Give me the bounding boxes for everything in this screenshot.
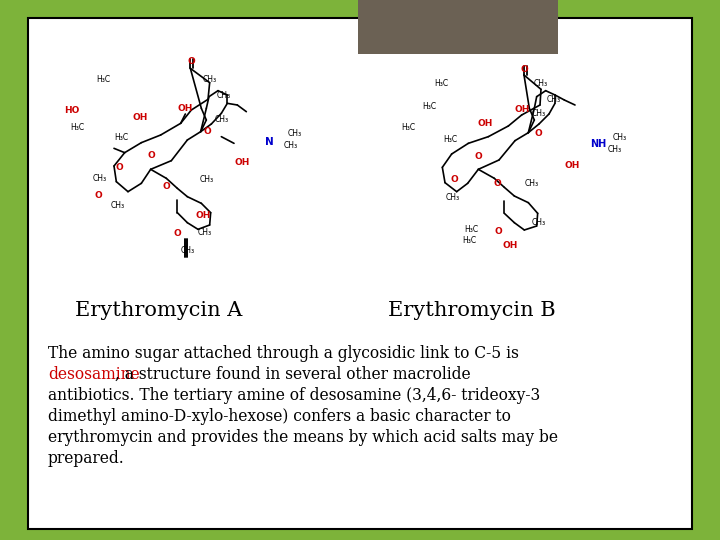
Text: CH₃: CH₃ <box>199 175 213 184</box>
Text: O: O <box>163 182 170 191</box>
Text: CH₃: CH₃ <box>180 246 194 255</box>
Text: OH: OH <box>478 119 493 129</box>
Text: O: O <box>148 151 156 159</box>
Text: CH₃: CH₃ <box>531 218 545 227</box>
Text: H₃C: H₃C <box>114 133 128 142</box>
Text: OH: OH <box>195 211 211 219</box>
FancyBboxPatch shape <box>358 0 558 54</box>
Text: CH₃: CH₃ <box>215 116 229 125</box>
Text: N: N <box>265 137 274 147</box>
Text: antibiotics. The tertiary amine of desosamine (3,4,6- trideoxy-3: antibiotics. The tertiary amine of desos… <box>48 387 540 404</box>
Text: CH₃: CH₃ <box>287 130 302 138</box>
Text: Erythromycin A: Erythromycin A <box>75 300 243 320</box>
Text: CH₃: CH₃ <box>531 110 545 118</box>
Text: O: O <box>94 192 102 200</box>
Text: O: O <box>116 163 124 172</box>
Text: O: O <box>187 57 195 66</box>
Text: CH₃: CH₃ <box>197 228 212 237</box>
Text: H₃C: H₃C <box>401 124 415 132</box>
Text: O: O <box>521 65 528 74</box>
Text: CH₃: CH₃ <box>445 193 459 202</box>
Text: H₃C: H₃C <box>462 236 476 245</box>
Text: H₃C: H₃C <box>71 123 84 132</box>
Text: O: O <box>494 179 502 188</box>
Text: OH: OH <box>133 113 148 122</box>
Text: The amino sugar attached through a glycosidic link to C-5 is: The amino sugar attached through a glyco… <box>48 345 519 362</box>
Text: CH₃: CH₃ <box>111 201 125 210</box>
Text: Erythromycin B: Erythromycin B <box>388 300 556 320</box>
Text: CH₃: CH₃ <box>525 179 539 188</box>
Text: H₃C: H₃C <box>464 225 479 234</box>
Text: O: O <box>534 130 542 138</box>
Text: CH₃: CH₃ <box>284 141 298 151</box>
Text: OH: OH <box>235 158 250 167</box>
Text: desosamine: desosamine <box>48 366 140 383</box>
Text: prepared.: prepared. <box>48 450 125 467</box>
Text: OH: OH <box>564 160 580 170</box>
Text: CH₃: CH₃ <box>546 95 560 104</box>
Text: H₃C: H₃C <box>443 136 457 145</box>
Text: O: O <box>204 127 211 136</box>
Text: H₃C: H₃C <box>435 79 449 89</box>
Text: dimethyl amino-D-xylo-hexose) confers a basic character to: dimethyl amino-D-xylo-hexose) confers a … <box>48 408 511 425</box>
Text: CH₃: CH₃ <box>217 91 231 100</box>
FancyBboxPatch shape <box>28 18 692 529</box>
Text: , a structure found in several other macrolide: , a structure found in several other mac… <box>115 366 471 383</box>
Text: OH: OH <box>178 104 194 113</box>
Text: O: O <box>474 152 482 161</box>
Text: H₃C: H₃C <box>96 76 110 84</box>
Text: OH: OH <box>503 241 518 251</box>
Text: CH₃: CH₃ <box>202 76 217 84</box>
Text: CH₃: CH₃ <box>608 145 622 154</box>
Text: CH₃: CH₃ <box>534 79 548 88</box>
Text: OH: OH <box>515 105 530 114</box>
Text: NH: NH <box>590 139 606 149</box>
Text: HO: HO <box>64 106 80 115</box>
Text: CH₃: CH₃ <box>612 133 626 142</box>
Text: H₃C: H₃C <box>422 102 436 111</box>
Text: O: O <box>495 227 503 236</box>
Text: O: O <box>451 176 458 185</box>
Text: O: O <box>174 230 181 239</box>
Text: erythromycin and provides the means by which acid salts may be: erythromycin and provides the means by w… <box>48 429 558 446</box>
Text: CH₃: CH₃ <box>93 174 107 183</box>
